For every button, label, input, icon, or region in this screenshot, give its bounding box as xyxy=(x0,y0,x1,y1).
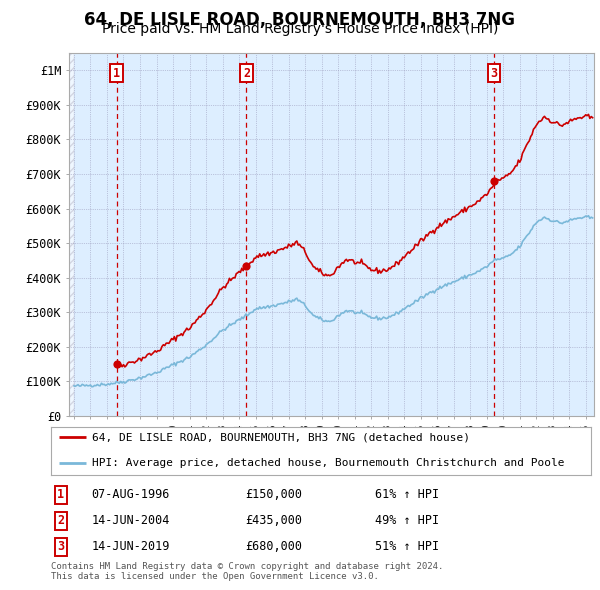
Text: £150,000: £150,000 xyxy=(245,488,302,501)
Text: £435,000: £435,000 xyxy=(245,514,302,527)
Text: 1: 1 xyxy=(57,488,64,501)
Text: £680,000: £680,000 xyxy=(245,540,302,553)
Text: 3: 3 xyxy=(57,540,64,553)
Bar xyxy=(69,53,74,416)
Text: 64, DE LISLE ROAD, BOURNEMOUTH, BH3 7NG (detached house): 64, DE LISLE ROAD, BOURNEMOUTH, BH3 7NG … xyxy=(91,432,470,442)
Text: 2: 2 xyxy=(243,67,250,80)
Point xyxy=(242,261,251,270)
Text: 07-AUG-1996: 07-AUG-1996 xyxy=(91,488,170,501)
Text: 2: 2 xyxy=(57,514,64,527)
Text: Price paid vs. HM Land Registry's House Price Index (HPI): Price paid vs. HM Land Registry's House … xyxy=(102,22,498,37)
Text: HPI: Average price, detached house, Bournemouth Christchurch and Poole: HPI: Average price, detached house, Bour… xyxy=(91,458,564,468)
Text: 14-JUN-2019: 14-JUN-2019 xyxy=(91,540,170,553)
Text: 1: 1 xyxy=(113,67,120,80)
Text: 3: 3 xyxy=(491,67,497,80)
Point xyxy=(490,176,499,186)
Text: 64, DE LISLE ROAD, BOURNEMOUTH, BH3 7NG: 64, DE LISLE ROAD, BOURNEMOUTH, BH3 7NG xyxy=(85,11,515,29)
Text: Contains HM Land Registry data © Crown copyright and database right 2024.
This d: Contains HM Land Registry data © Crown c… xyxy=(51,562,443,581)
Point xyxy=(112,359,121,369)
Text: 61% ↑ HPI: 61% ↑ HPI xyxy=(375,488,439,501)
Text: 14-JUN-2004: 14-JUN-2004 xyxy=(91,514,170,527)
Text: 51% ↑ HPI: 51% ↑ HPI xyxy=(375,540,439,553)
Text: 49% ↑ HPI: 49% ↑ HPI xyxy=(375,514,439,527)
